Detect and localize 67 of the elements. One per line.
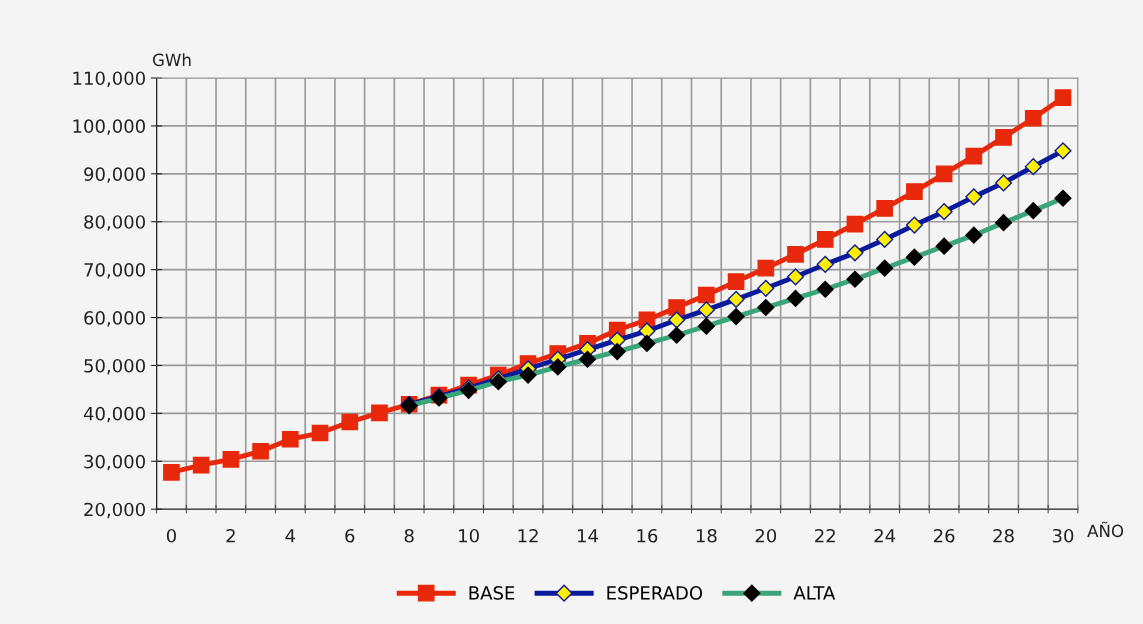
point (252, 442, 269, 460)
y-tick-label: 60,000 (84, 311, 145, 327)
point (341, 413, 359, 431)
point (935, 165, 953, 183)
x-axis-title: AÑO (1087, 521, 1124, 538)
point (995, 174, 1013, 192)
point (995, 129, 1012, 146)
x-tick-label: 6 (345, 528, 355, 543)
legend-label: ALTA (793, 586, 836, 600)
point (192, 456, 210, 474)
point (371, 404, 388, 422)
x-tick-label: 24 (874, 528, 896, 543)
y-tick-label: 20,000 (84, 502, 145, 519)
point (281, 430, 299, 448)
x-tick-label: 8 (404, 528, 414, 543)
point (965, 147, 983, 165)
x-tick-label: 4 (285, 529, 296, 543)
point (876, 230, 894, 249)
point (727, 273, 745, 290)
x-tick-label: 12 (518, 528, 538, 543)
x-tick-label: 26 (933, 528, 955, 543)
point (1054, 142, 1072, 160)
point (816, 231, 834, 248)
y-axis-title: GWh (152, 53, 191, 67)
y-tick-label: 80,000 (84, 215, 145, 231)
x-tick-label: 0 (166, 528, 176, 543)
y-tick-label: 30,000 (84, 454, 145, 471)
point (727, 290, 745, 308)
y-tick-label: 110,000 (73, 71, 145, 87)
y-tick-label: 70,000 (84, 263, 145, 279)
x-tick-label: 28 (993, 528, 1014, 543)
point (965, 188, 983, 206)
x-tick-label: 10 (459, 528, 479, 543)
point (876, 199, 894, 217)
x-tick-label: 22 (815, 528, 835, 543)
point (668, 311, 686, 329)
point (668, 299, 685, 316)
x-tick-label: 20 (755, 528, 777, 543)
y-tick-label: 40,000 (83, 406, 145, 423)
point (816, 255, 834, 273)
point (757, 259, 775, 277)
legend-label: ESPERADO (607, 586, 703, 600)
point (846, 215, 864, 233)
y-tick-label: 90,000 (84, 167, 145, 183)
x-tick-label: 30 (1052, 528, 1074, 543)
point (222, 451, 240, 468)
x-tick-label: 16 (637, 528, 658, 543)
point (906, 183, 923, 200)
x-tick-label: 18 (696, 528, 717, 543)
point (757, 279, 775, 297)
point (935, 203, 953, 221)
y-tick-label: 100,000 (73, 119, 145, 135)
point (787, 245, 804, 263)
point (905, 216, 923, 234)
point (1024, 109, 1042, 127)
point (311, 424, 329, 442)
point (1024, 158, 1042, 176)
point (697, 301, 715, 319)
point (786, 268, 805, 286)
y-tick-label: 50,000 (84, 358, 145, 375)
point (698, 286, 715, 304)
x-tick-label: 14 (578, 529, 598, 543)
point (163, 463, 180, 481)
legend-label: BASE (469, 586, 515, 600)
point (846, 244, 864, 262)
point (1054, 89, 1072, 106)
x-tick-label: 2 (226, 528, 235, 543)
